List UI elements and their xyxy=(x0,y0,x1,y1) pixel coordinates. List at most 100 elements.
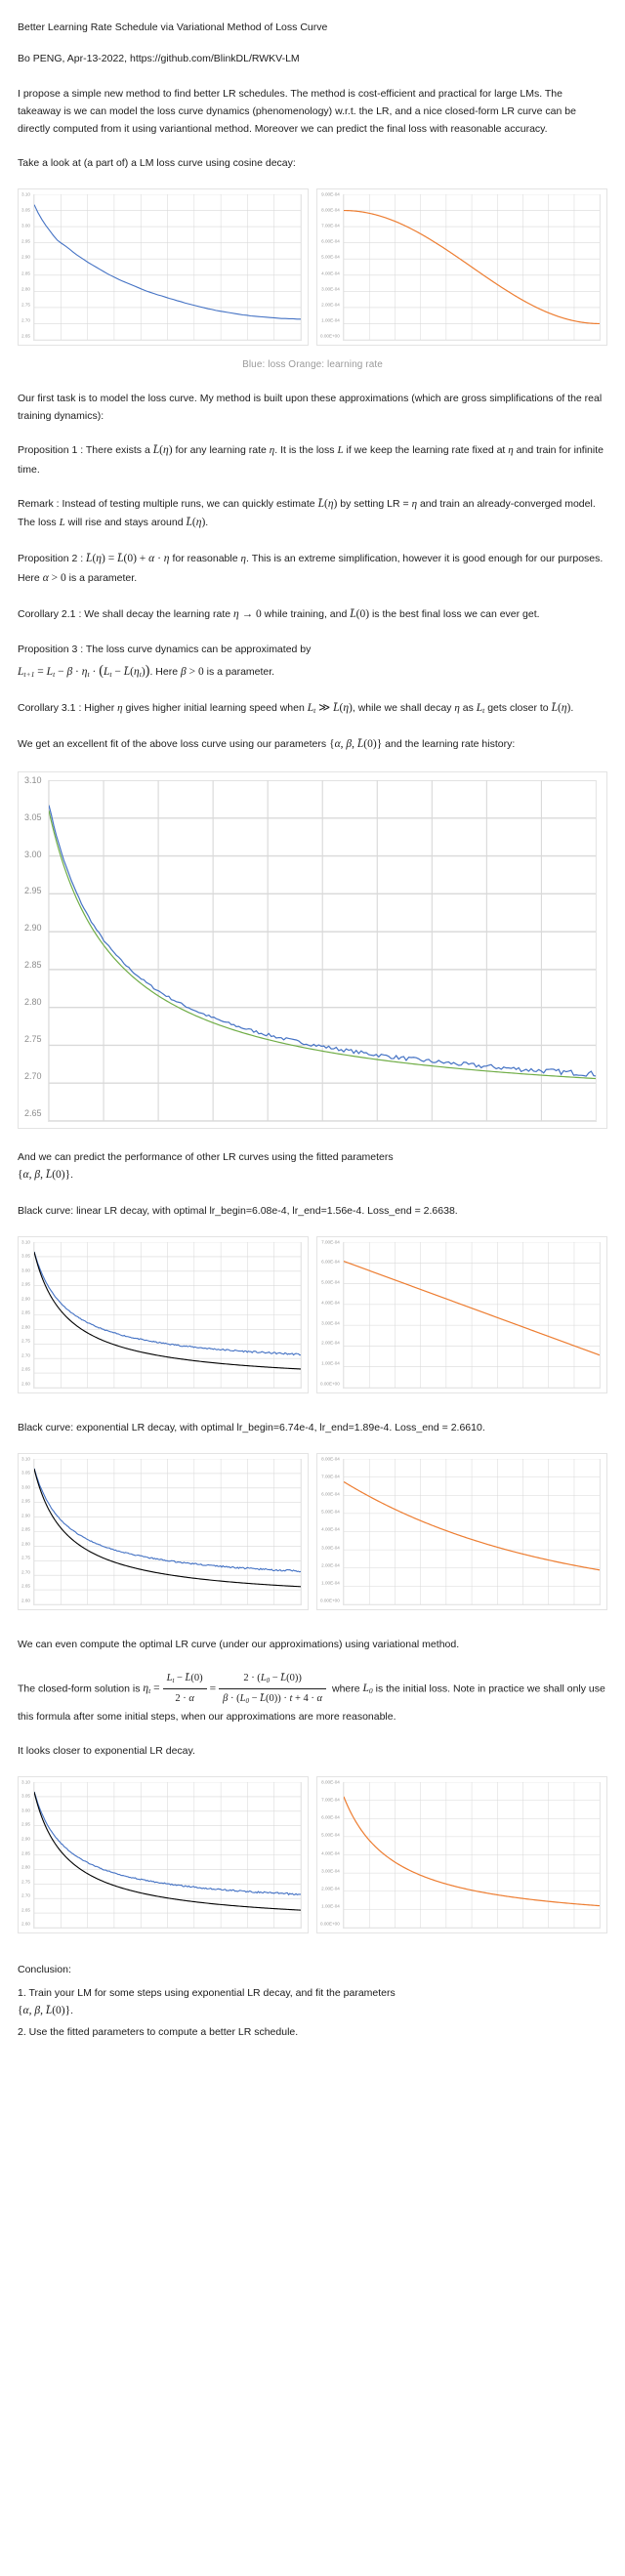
fit-text-b: and the learning rate history: xyxy=(385,737,516,750)
series-line-predicted xyxy=(34,1252,301,1369)
corollary-2-1: Corollary 2.1 : We shall decay the learn… xyxy=(18,605,607,625)
series-line-loss xyxy=(34,1792,301,1895)
plot-area-fit-loss xyxy=(47,779,597,1122)
y-tick: 0.00E+00 xyxy=(320,1921,340,1927)
cor31-text-f: . xyxy=(570,702,574,715)
plot-svg xyxy=(343,1781,600,1928)
math-Lt-gg-Lbar: Lt ≫ L̄(η) xyxy=(307,702,353,716)
math-prop3-equation: Lt+1 = Lt − β · ηt · (Lt − L̄(ηt)) xyxy=(18,662,150,679)
chart-pair-linear: 3.10 3.05 3.00 2.95 2.90 2.85 2.80 2.75 … xyxy=(18,1235,607,1399)
chart-exp-loss: 3.10 3.05 3.00 2.95 2.90 2.85 2.80 2.75 … xyxy=(18,1452,309,1610)
math-eta: η xyxy=(508,443,514,456)
closed-form-text-a: The closed-form solution is xyxy=(18,1683,141,1695)
y-tick: 2.75 xyxy=(21,302,30,308)
y-tick: 2.85 xyxy=(21,270,30,276)
plot-svg xyxy=(48,779,596,1121)
math-eta-to-zero: η → 0 xyxy=(233,607,262,620)
fit-text-a: We get an excellent fit of the above los… xyxy=(18,737,327,750)
math-L: L xyxy=(59,517,65,529)
plot-svg xyxy=(33,1781,301,1928)
series-line-predicted xyxy=(34,1792,301,1910)
y-tick: 3.00 xyxy=(21,1807,30,1813)
plot-area-linear-lr xyxy=(342,1241,601,1389)
remark-text-b: by setting LR = xyxy=(340,497,409,510)
remark-text-c: and train an already-converged model. Th… xyxy=(18,497,596,529)
chart-exp-lr: 8.00E-04 7.00E-04 6.00E-04 5.00E-04 4.00… xyxy=(316,1452,607,1610)
chart-pair-exponential: 3.10 3.05 3.00 2.95 2.90 2.85 2.80 2.75 … xyxy=(18,1452,607,1616)
y-tick: 2.70 xyxy=(21,1892,30,1898)
prop1-text-a: Proposition 1 : There exists a xyxy=(18,443,150,456)
y-axis-linear-loss: 3.10 3.05 3.00 2.95 2.90 2.85 2.80 2.75 … xyxy=(21,1239,33,1389)
y-tick: 2.00E-04 xyxy=(321,1341,340,1347)
y-tick: 2.70 xyxy=(21,317,30,323)
cor21-text-c: is the best final loss we can ever get. xyxy=(371,607,540,620)
first-task-paragraph: Our first task is to model the loss curv… xyxy=(18,392,603,422)
y-tick: 2.90 xyxy=(21,1296,30,1302)
y-tick: 3.05 xyxy=(24,811,42,822)
chart-pair-variational: 3.10 3.05 3.00 2.95 2.90 2.85 2.80 2.75 … xyxy=(18,1775,607,1939)
y-tick: 2.90 xyxy=(24,923,42,934)
y-tick: 8.00E-04 xyxy=(321,1779,340,1785)
y-tick: 3.05 xyxy=(21,1253,30,1259)
closed-form-paragraph: The closed-form solution is ηt = Lt − L̄(… xyxy=(18,1670,607,1725)
y-tick: 3.00E-04 xyxy=(321,1868,340,1874)
y-tick: 5.00E-04 xyxy=(321,1833,340,1839)
y-tick: 4.00E-04 xyxy=(321,1526,340,1532)
y-tick: 3.00E-04 xyxy=(321,1320,340,1326)
closed-form-text-c: is the initial loss. Note in practice we… xyxy=(18,1683,605,1723)
y-axis-fit-loss: 3.10 3.05 3.00 2.95 2.90 2.85 2.80 2.75 … xyxy=(24,775,48,1122)
math-equals: = xyxy=(209,1683,217,1695)
series-line-lr xyxy=(344,1261,600,1354)
chart-caption-blue-orange: Blue: loss Orange: learning rate xyxy=(242,358,383,370)
math-Lbar-eta: L̄(η) xyxy=(551,702,571,715)
math-L: L xyxy=(337,443,344,456)
math-Lbar-eta: L̄(η) xyxy=(152,443,173,456)
prop2-text-c: . This is an extreme simplification, how… xyxy=(18,553,604,584)
y-tick: 2.75 xyxy=(21,1555,30,1560)
y-tick: 2.65 xyxy=(21,1907,30,1913)
chart-cosine-loss: 3.10 3.05 3.00 2.95 2.90 2.85 2.80 2.75 … xyxy=(18,187,309,346)
chart-pair-cosine: 3.10 3.05 3.00 2.95 2.90 2.85 2.80 2.75 … xyxy=(18,187,607,352)
y-axis-exp-lr: 8.00E-04 7.00E-04 6.00E-04 5.00E-04 4.00… xyxy=(320,1457,343,1605)
y-tick: 3.05 xyxy=(21,207,30,213)
cor31-text-c: , while we shall decay xyxy=(352,702,452,715)
chart-cosine-lr: 9.00E-04 8.00E-04 7.00E-04 6.00E-04 5.00… xyxy=(316,187,607,346)
y-tick: 3.10 xyxy=(21,1456,30,1462)
proposition-2: Proposition 2 : L̄(η) = L̄(0) + α · η fo… xyxy=(18,550,607,589)
y-tick: 6.00E-04 xyxy=(321,1491,340,1497)
y-tick: 3.05 xyxy=(21,1470,30,1475)
y-tick: 3.00 xyxy=(24,849,42,859)
plot-area-cosine-lr xyxy=(342,193,601,341)
y-tick: 3.10 xyxy=(21,191,30,197)
document-page: Better Learning Rate Schedule via Variat… xyxy=(18,21,607,2038)
math-beta-positive: β > 0 xyxy=(180,665,204,678)
y-tick: 2.90 xyxy=(21,254,30,260)
remark-text-a: Remark : Instead of testing multiple run… xyxy=(18,497,315,510)
plot-svg xyxy=(343,193,600,340)
cor21-text-a: Corollary 2.1 : We shall decay the learn… xyxy=(18,607,231,620)
prop2-text-b: for reasonable xyxy=(172,553,238,565)
plot-svg xyxy=(33,1241,301,1388)
math-eta: η xyxy=(117,702,123,715)
y-tick: 2.60 xyxy=(21,1381,30,1387)
y-tick: 3.00E-04 xyxy=(321,1545,340,1551)
predict-paragraph: And we can predict the performance of ot… xyxy=(18,1148,607,1185)
y-tick: 2.60 xyxy=(21,1598,30,1603)
y-tick: 5.00E-04 xyxy=(321,1509,340,1515)
cor31-text-e: gets closer to xyxy=(487,702,549,715)
y-tick: 2.85 xyxy=(21,1309,30,1315)
step1-text-end: . xyxy=(70,2004,74,2016)
plot-area-exp-lr xyxy=(342,1458,601,1605)
chart-variational-loss: 3.10 3.05 3.00 2.95 2.90 2.85 2.80 2.75 … xyxy=(18,1775,309,1933)
y-tick: 3.00 xyxy=(21,1267,30,1273)
y-tick: 2.00E-04 xyxy=(321,302,340,308)
y-tick: 2.80 xyxy=(21,1541,30,1547)
series-line-loss xyxy=(34,1468,301,1571)
y-tick: 2.75 xyxy=(21,1338,30,1344)
gridlines xyxy=(48,779,596,1121)
y-tick: 3.10 xyxy=(21,1239,30,1245)
y-tick: 1.00E-04 xyxy=(321,1580,340,1586)
closed-form-text-b: where xyxy=(331,1683,360,1695)
y-tick: 2.75 xyxy=(24,1033,42,1044)
y-tick: 7.00E-04 xyxy=(321,1239,340,1245)
